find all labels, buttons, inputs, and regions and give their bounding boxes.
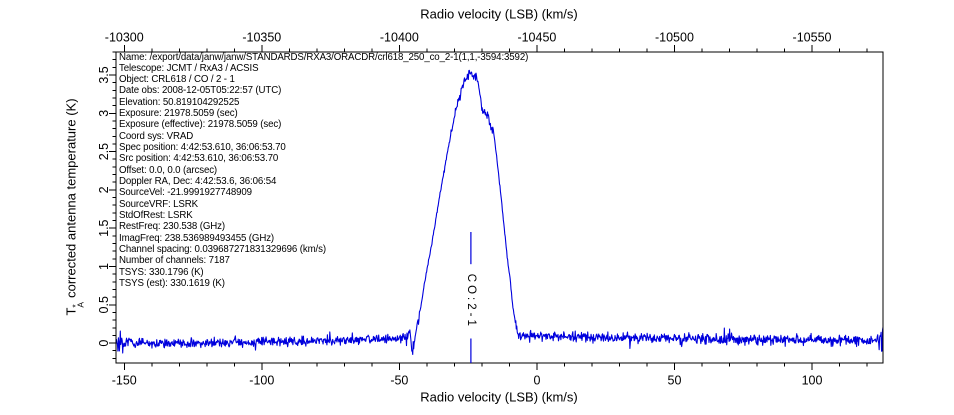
top-axis-tick-label: -10300 — [105, 31, 144, 45]
metadata-line: Telescope: JCMT / RxA3 / ACSIS — [119, 63, 528, 74]
metadata-line: Number of channels: 7187 — [119, 255, 528, 266]
x-axis-tick-label: 50 — [668, 374, 682, 388]
y-axis-tick-label: 0.5 — [97, 296, 111, 313]
y-axis-tick-label: 1.5 — [97, 219, 111, 236]
metadata-line: Spec position: 4:42:53.610, 36:06:53.70 — [119, 142, 528, 153]
y-axis-tick-label: 3 — [97, 110, 111, 117]
metadata-line: Name: /export/data/janw/janw/STANDARDS/R… — [119, 52, 528, 63]
metadata-block: Name: /export/data/janw/janw/STANDARDS/R… — [119, 52, 528, 290]
metadata-line: Offset: 0.0, 0.0 (arcsec) — [119, 165, 528, 176]
metadata-line: Coord sys: VRAD — [119, 131, 528, 142]
plot-area[interactable] — [116, 52, 883, 363]
top-axis-tick-label: -10550 — [793, 31, 832, 45]
metadata-line: Date obs: 2008-12-05T05:22:57 (UTC) — [119, 85, 528, 96]
metadata-line: Doppler RA, Dec: 4:42:53.6, 36:06:54 — [119, 176, 528, 187]
x-axis-tick-label: 0 — [533, 374, 540, 388]
x-axis-tick-label: -50 — [390, 374, 408, 388]
x-axis-tick-label: -100 — [249, 374, 274, 388]
metadata-line: Elevation: 50.819104292525 — [119, 97, 528, 108]
metadata-line: SourceVel: -21.9991927748909 — [119, 187, 528, 198]
top-axis-tick-label: -10500 — [655, 31, 694, 45]
metadata-line: Object: CRL618 / CO / 2 - 1 — [119, 74, 528, 85]
top-axis-tick-label: -10350 — [242, 31, 281, 45]
spectrum-line — [116, 69, 883, 355]
metadata-line: TSYS (est): 330.1619 (K) — [119, 278, 528, 289]
metadata-line: Exposure (effective): 21978.5059 (sec) — [119, 119, 528, 130]
top-axis-tick-label: -10450 — [517, 31, 556, 45]
x-axis-tick-label: -150 — [112, 374, 137, 388]
top-axis-title: Radio velocity (LSB) (km/s) — [420, 6, 578, 22]
top-axis-tick-label: -10400 — [380, 31, 419, 45]
y-axis-tick-label: 2.5 — [97, 143, 111, 160]
metadata-line: Exposure: 21978.5059 (sec) — [119, 108, 528, 119]
metadata-line: TSYS: 330.1796 (K) — [119, 267, 528, 278]
metadata-line: Src position: 4:42:53.610, 36:06:53.70 — [119, 153, 528, 164]
metadata-line: RestFreq: 230.538 (GHz) — [119, 221, 528, 232]
y-axis-tick-label: 3.5 — [97, 66, 111, 83]
co-line-marker-label: CO:2-1 — [465, 274, 477, 329]
plot-border — [115, 51, 884, 364]
y-axis-tick-label: 0 — [97, 340, 111, 347]
y-axis-tick-label: 1 — [97, 263, 111, 270]
y-axis-tick-label: 2 — [97, 186, 111, 193]
bottom-axis-title: Radio velocity (LSB) (km/s) — [420, 389, 578, 405]
x-axis-tick-label: 100 — [802, 374, 823, 388]
metadata-line: SourceVRF: LSRK — [119, 199, 528, 210]
metadata-line: Channel spacing: 0.039687271831329696 (k… — [119, 244, 528, 255]
metadata-line: ImagFreq: 238.536989493455 (GHz) — [119, 233, 528, 244]
metadata-line: StdOfRest: LSRK — [119, 210, 528, 221]
